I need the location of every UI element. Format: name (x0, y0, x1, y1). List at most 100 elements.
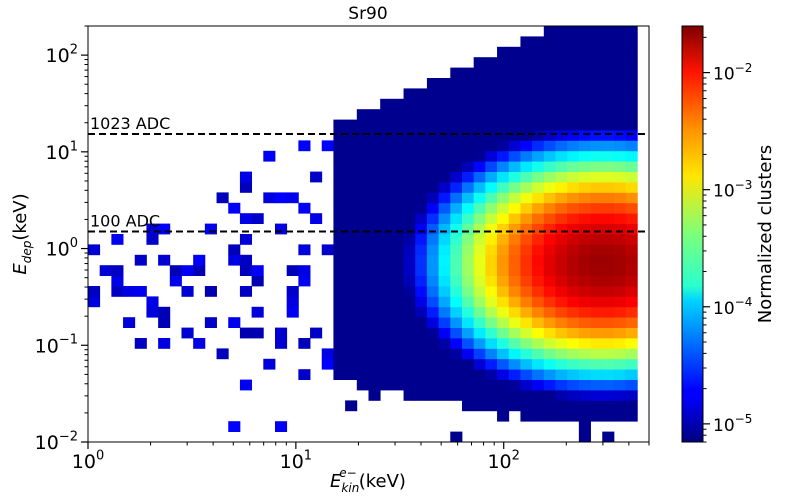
heatmap-cell (415, 119, 428, 131)
y-tick-label: 102 (46, 43, 78, 68)
heatmap-cell (403, 223, 416, 235)
heatmap-cell (473, 234, 486, 245)
heatmap-cell (473, 67, 486, 79)
x-axis-label: Ekine− (keV) (330, 466, 406, 495)
heatmap-cell (111, 234, 124, 245)
heatmap-cell (578, 67, 591, 79)
heatmap-cell (88, 296, 101, 308)
heatmap-cell (613, 327, 627, 339)
heatmap-cell (473, 306, 486, 318)
heatmap-cell (415, 286, 428, 297)
heatmap-cell (590, 254, 603, 266)
heatmap-cell (520, 46, 533, 58)
heatmap-cell (625, 244, 638, 256)
heatmap-cell (532, 379, 545, 391)
heatmap-cell (228, 254, 241, 266)
heatmap-cell (368, 244, 381, 256)
heatmap-cell (532, 57, 545, 68)
heatmap-cell (625, 306, 638, 318)
heatmap-cell (543, 223, 556, 235)
heatmap-cell (508, 369, 521, 380)
heatmap-cell (368, 182, 381, 193)
heatmap-cell (555, 192, 568, 204)
heatmap-cell (543, 67, 556, 79)
heatmap-cell (625, 286, 638, 297)
heatmap-cell (485, 161, 498, 172)
heatmap-cell (497, 182, 510, 193)
heatmap-cell (532, 192, 545, 204)
heatmap-cell (543, 119, 556, 131)
heatmap-cell (380, 265, 393, 276)
heatmap-cell (625, 223, 638, 235)
heatmap-cell (508, 57, 521, 68)
heatmap-cell (310, 213, 323, 224)
heatmap-cell (602, 150, 615, 162)
heatmap-cell (333, 213, 346, 224)
heatmap-cell (473, 202, 486, 214)
heatmap-cell (567, 254, 580, 266)
heatmap-cell (473, 338, 486, 349)
heatmap-cell (625, 67, 638, 79)
heatmap-cell (625, 275, 638, 287)
heatmap-cell (391, 213, 404, 224)
heatmap-cell (415, 88, 428, 100)
heatmap-cell (356, 161, 369, 172)
heatmap-cell (473, 390, 486, 401)
heatmap-cell (345, 286, 358, 297)
heatmap-cell (473, 369, 486, 380)
heatmap-cell (567, 98, 580, 110)
heatmap-cell (613, 67, 627, 79)
heatmap-cell (485, 192, 498, 204)
heatmap-cell (602, 265, 615, 276)
heatmap-cell (543, 140, 556, 152)
heatmap-cell (590, 296, 603, 308)
heatmap-cell (426, 244, 440, 256)
heatmap-cell (520, 78, 533, 89)
heatmap-cell (532, 244, 545, 256)
heatmap-cell (403, 369, 416, 380)
heatmap-cell (613, 348, 627, 360)
heatmap-cell (602, 379, 615, 391)
heatmap-cell (298, 202, 311, 214)
heatmap-cell (625, 88, 638, 100)
heatmap-cell (403, 390, 416, 401)
heatmap-cell (567, 192, 580, 204)
heatmap-cell (578, 36, 591, 48)
heatmap-cell (497, 130, 510, 141)
heatmap-cell (543, 161, 556, 172)
heatmap-cell (555, 202, 568, 214)
heatmap-cell (485, 338, 498, 349)
heatmap-cell (613, 410, 627, 422)
heatmap-cell (391, 244, 404, 256)
heatmap-cell (578, 192, 591, 204)
heatmap-cell (578, 296, 591, 308)
heatmap-cell (368, 171, 381, 183)
heatmap-cell (438, 306, 451, 318)
heatmap-cell (391, 296, 404, 308)
heatmap-cell (380, 140, 393, 152)
heatmap-cell (520, 202, 533, 214)
heatmap-cell (508, 296, 521, 308)
heatmap-cell (567, 171, 580, 183)
heatmap-cell (485, 109, 498, 120)
heatmap-cell (497, 265, 510, 276)
heatmap-cell (578, 327, 591, 339)
heatmap-cell (508, 171, 521, 183)
heatmap-cell (602, 400, 615, 412)
heatmap-cell (497, 286, 510, 297)
heatmap-cell (613, 57, 627, 68)
heatmap-cell (438, 317, 451, 328)
heatmap-cell (485, 400, 498, 412)
heatmap-cell (520, 182, 533, 193)
heatmap-cell (578, 26, 591, 37)
heatmap-cell (333, 327, 346, 339)
heatmap-cell (380, 150, 393, 162)
heatmap-cell (461, 286, 475, 297)
heatmap-cell (146, 234, 159, 245)
y-tick-label: 10−1 (35, 333, 78, 358)
heatmap-cell (438, 119, 451, 131)
heatmap-cell (356, 202, 369, 214)
heatmap-cell (426, 286, 440, 297)
heatmap-cell (613, 88, 627, 100)
heatmap-cell (450, 119, 463, 131)
